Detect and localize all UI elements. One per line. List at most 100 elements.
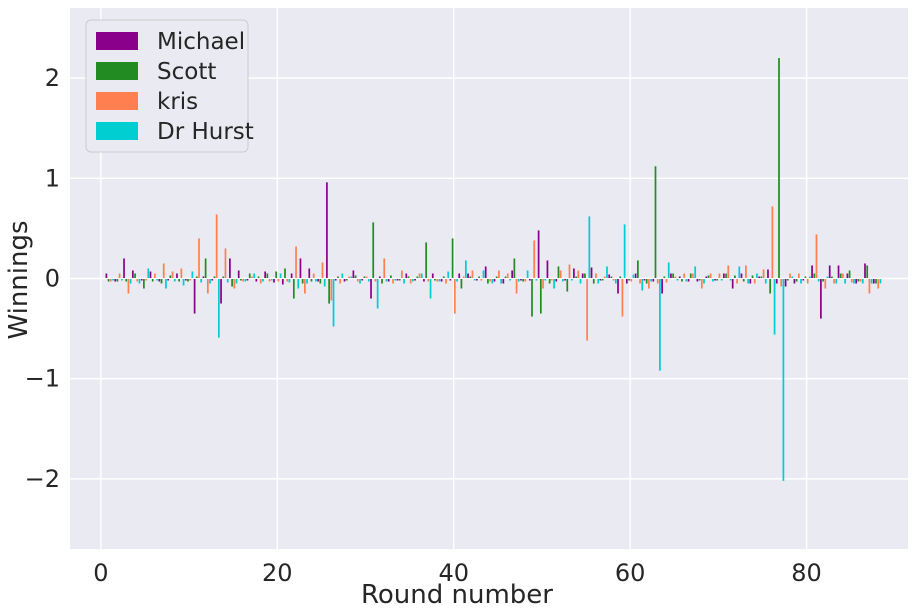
bar-scott-round-56 (592, 278, 595, 284)
bar-michael-round-34 (396, 278, 399, 281)
bar-scott-round-79 (795, 278, 798, 282)
bar-kris-round-83 (833, 278, 835, 284)
bar-scott-round-68 (698, 278, 701, 281)
bar-kris-round-5 (145, 278, 147, 281)
bar-scott-round-47 (513, 258, 516, 279)
bar-kris-round-21 (286, 278, 289, 282)
y-tick-label: 0 (45, 265, 60, 293)
bar-kris-round-55 (586, 278, 588, 341)
bar-michael-round-71 (723, 273, 725, 279)
bar-michael-round-17 (246, 278, 249, 281)
y-tick-label: 1 (45, 164, 60, 192)
x-tick-labels: 0 20 40 60 80 (93, 559, 822, 587)
bar-scott-round-75 (760, 276, 763, 279)
bar-scott-round-46 (504, 276, 507, 279)
bar-kris-round-58 (612, 278, 615, 281)
bar-scott-round-53 (566, 278, 569, 292)
bar-kris-round-84 (842, 273, 844, 279)
bar-scott-round-60 (628, 278, 630, 281)
bar-kris-round-61 (639, 278, 641, 284)
bar-scott-round-83 (831, 276, 833, 279)
bar-dr-hurst-round-13 (218, 278, 220, 338)
bar-kris-round-82 (824, 278, 827, 289)
bar-scott-round-40 (451, 238, 454, 279)
bar-scott-round-63 (654, 166, 657, 279)
bar-dr-hurst-round-69 (711, 278, 714, 282)
bar-scott-round-67 (689, 273, 692, 279)
legend-label: Michael (157, 29, 245, 55)
bar-kris-round-31 (374, 278, 377, 282)
bar-dr-hurst-round-39 (447, 271, 450, 279)
bar-dr-hurst-round-34 (403, 278, 405, 284)
bar-dr-hurst-round-30 (367, 278, 370, 282)
bar-michael-round-6 (149, 271, 152, 279)
bar-michael-round-47 (511, 270, 514, 279)
bar-dr-hurst-round-62 (650, 278, 652, 282)
y-tick-labels: −2 −1 0 1 2 (25, 64, 60, 493)
bar-michael-round-82 (820, 278, 822, 319)
bar-kris-round-22 (295, 246, 297, 279)
bar-scott-round-36 (416, 276, 419, 279)
bar-dr-hurst-round-11 (200, 278, 203, 283)
x-axis-label: Round number (361, 580, 553, 610)
bar-scott-round-23 (301, 278, 304, 284)
bar-kris-round-75 (762, 269, 765, 279)
bar-michael-round-5 (140, 278, 143, 281)
bar-dr-hurst-round-65 (676, 278, 679, 281)
bar-michael-round-43 (476, 278, 478, 281)
bar-kris-round-69 (709, 273, 712, 279)
bar-michael-round-4 (131, 270, 134, 279)
bar-scott-round-22 (292, 278, 295, 299)
bar-michael-round-31 (370, 278, 372, 299)
bar-kris-round-25 (321, 262, 324, 279)
bar-scott-round-41 (460, 278, 463, 289)
x-tick-label: 40 (438, 559, 469, 587)
bar-scott-round-78 (786, 278, 789, 281)
bar-kris-round-32 (383, 258, 386, 279)
bar-michael-round-63 (652, 278, 655, 282)
bar-scott-round-62 (645, 278, 648, 284)
bar-michael-round-86 (855, 278, 858, 284)
bar-dr-hurst-round-24 (315, 278, 317, 282)
bar-kris-round-45 (498, 270, 500, 279)
bar-kris-round-65 (674, 276, 677, 279)
bar-dr-hurst-round-61 (641, 278, 644, 291)
bar-dr-hurst-round-47 (517, 278, 520, 282)
bar-dr-hurst-round-25 (323, 278, 326, 287)
bar-scott-round-28 (345, 278, 348, 281)
legend-label: Dr Hurst (157, 119, 254, 145)
y-tick-label: 2 (45, 64, 60, 92)
bar-dr-hurst-round-76 (773, 278, 776, 335)
bar-michael-round-21 (281, 278, 284, 285)
bar-dr-hurst-round-36 (420, 273, 423, 279)
bar-kris-round-81 (815, 234, 818, 279)
bar-michael-round-61 (634, 273, 637, 279)
bar-scott-round-6 (151, 278, 154, 282)
bar-kris-round-87 (868, 278, 871, 294)
bar-michael-round-11 (193, 278, 196, 314)
bar-dr-hurst-round-82 (826, 276, 829, 279)
y-tick-label: −1 (25, 365, 60, 393)
bar-scott-round-7 (160, 278, 163, 284)
bar-dr-hurst-round-29 (359, 278, 361, 284)
bar-michael-round-76 (767, 269, 769, 279)
bar-michael-round-8 (167, 278, 169, 281)
bar-kris-round-28 (348, 276, 350, 279)
bar-dr-hurst-round-38 (438, 278, 441, 282)
bar-michael-round-85 (846, 273, 849, 279)
bar-dr-hurst-round-14 (226, 278, 229, 283)
bar-dr-hurst-round-16 (244, 278, 247, 282)
bar-scott-round-5 (143, 278, 145, 289)
bar-kris-round-33 (392, 278, 394, 284)
bar-michael-round-60 (625, 278, 628, 284)
bar-scott-round-19 (266, 273, 269, 279)
bar-michael-round-10 (184, 278, 187, 281)
bar-scott-round-85 (848, 270, 851, 279)
bar-scott-round-4 (134, 273, 136, 279)
bar-scott-round-14 (222, 276, 225, 279)
bar-dr-hurst-round-28 (350, 276, 353, 279)
bar-kris-round-48 (524, 278, 527, 282)
bar-kris-round-52 (559, 270, 562, 279)
bar-scott-round-81 (813, 273, 816, 279)
bar-scott-round-30 (363, 276, 366, 279)
